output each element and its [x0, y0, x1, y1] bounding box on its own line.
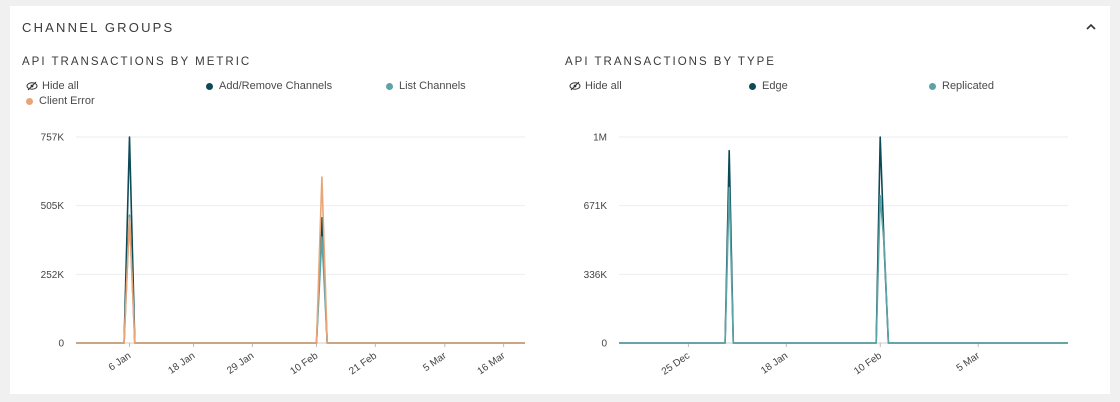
y-tick-label: 1M	[593, 133, 607, 144]
x-tick-label: 18 Jan	[759, 350, 790, 376]
x-tick-label: 10 Feb	[852, 350, 884, 377]
y-tick-label: 671K	[584, 201, 608, 212]
x-tick-label: 21 Feb	[347, 350, 379, 377]
legend-dot	[749, 82, 756, 90]
series-line-list-channels[interactable]	[76, 214, 525, 344]
legend-label: Edge	[762, 80, 788, 92]
chart-title: API TRANSACTIONS BY METRIC	[22, 56, 252, 68]
panel-title: CHANNEL GROUPS	[22, 20, 175, 35]
series-line-client-error[interactable]	[76, 176, 525, 344]
legend-label: Add/Remove Channels	[219, 80, 333, 92]
x-tick-label: 10 Feb	[288, 350, 320, 377]
eye-slash-icon	[26, 81, 38, 91]
x-tick-label: 5 Mar	[955, 350, 983, 374]
chart-by-metric: 0 252K 505K 757K 6 Jan 18 Jan 29 Jan 10 Feb 21 F…	[20, 56, 540, 386]
chart-by-metric-plot: 0 252K 505K 757K 6 Jan 18 Jan 29 Jan 10 Feb 21 F…	[41, 133, 525, 377]
hide-all-toggle[interactable]: Hide all	[26, 80, 79, 92]
legend-dot	[386, 82, 393, 90]
legend-item-list-channels[interactable]: List Channels	[386, 80, 466, 92]
hide-all-toggle[interactable]: Hide all	[569, 80, 622, 92]
y-tick-label: 0	[58, 339, 64, 350]
x-tick-label: 25 Dec	[660, 350, 692, 377]
chevron-up-icon[interactable]	[1084, 20, 1098, 34]
y-tick-label: 0	[601, 339, 607, 350]
chart-by-type: 0 336K 671K 1M 25 Dec 18 Jan 10 Feb 5 Mar API T…	[563, 56, 1083, 386]
legend-label: Replicated	[942, 80, 994, 92]
x-tick-label: 16 Mar	[476, 350, 508, 377]
series-line-edge[interactable]	[619, 136, 1068, 344]
y-tick-label: 757K	[41, 133, 65, 144]
series-line-replicated[interactable]	[619, 186, 1068, 344]
x-tick-label: 6 Jan	[107, 350, 133, 373]
legend-item-client-error[interactable]: Client Error	[26, 95, 95, 107]
x-tick-label: 29 Jan	[225, 350, 256, 376]
x-tick-label: 18 Jan	[166, 350, 197, 376]
series-line-add-remove-channels[interactable]	[76, 136, 525, 344]
legend-label: Client Error	[39, 95, 95, 107]
legend-label: List Channels	[399, 80, 466, 92]
eye-slash-icon	[569, 81, 581, 91]
y-tick-label: 252K	[41, 270, 65, 281]
channel-groups-panel: CHANNEL GROUPS 0 252K 505K 757K 6 Jan 18 Jan 2…	[10, 6, 1110, 394]
x-tick-label: 5 Mar	[421, 350, 449, 374]
legend-dot	[929, 82, 936, 90]
y-tick-label: 505K	[41, 201, 65, 212]
chart-title: API TRANSACTIONS BY TYPE	[565, 56, 776, 68]
hide-all-label: Hide all	[42, 80, 79, 92]
legend-item-edge[interactable]: Edge	[749, 80, 788, 92]
legend-item-replicated[interactable]: Replicated	[929, 80, 994, 92]
legend-item-add-remove-channels[interactable]: Add/Remove Channels	[206, 80, 332, 92]
hide-all-label: Hide all	[585, 80, 622, 92]
legend-dot	[206, 82, 213, 90]
legend-dot	[26, 97, 33, 105]
y-tick-label: 336K	[584, 270, 608, 281]
chart-by-type-plot: 0 336K 671K 1M 25 Dec 18 Jan 10 Feb 5 Mar	[584, 133, 1068, 378]
